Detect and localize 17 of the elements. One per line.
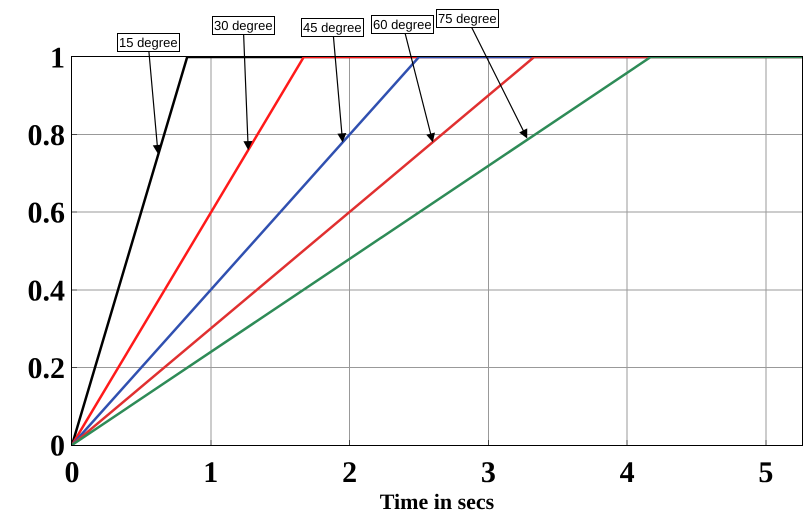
annotation: 75 degree [438, 11, 497, 26]
y-tick-label: 0.6 [28, 196, 65, 230]
y-tick-label: 0.8 [28, 119, 65, 152]
x-tick-label: 3 [480, 456, 496, 489]
y-tick-label: 1 [50, 42, 65, 74]
annotation: 15 degree [119, 35, 178, 50]
x-axis-title: Time in secs [380, 489, 495, 514]
x-tick-label: 5 [758, 456, 774, 489]
x-tick-label: 1 [203, 456, 218, 489]
y-tick-label: 0 [50, 430, 65, 462]
annotation: 60 degree [373, 17, 432, 32]
x-tick-label: 4 [620, 456, 635, 489]
annotation: 45 degree [303, 20, 362, 35]
annotation: 30 degree [214, 18, 273, 33]
y-tick-label: 0.2 [28, 352, 65, 385]
x-tick-label: 2 [342, 456, 358, 489]
y-tick-label: 0.4 [28, 274, 65, 308]
